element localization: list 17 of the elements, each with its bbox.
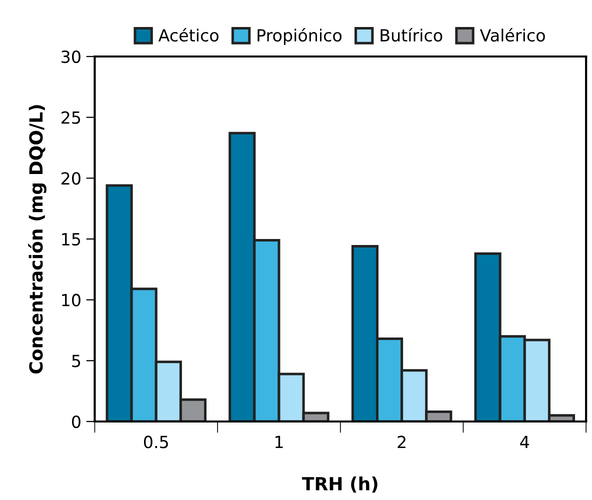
- y-axis-title: Concentración (mg DQO/L): [28, 105, 46, 374]
- legend-label: Propiónico: [258, 28, 342, 45]
- x-axis-title: TRH (h): [302, 476, 378, 493]
- y-tick-label: 15: [62, 233, 80, 246]
- y-tick-label: 20: [62, 172, 80, 185]
- y-tick-label: 5: [72, 354, 80, 368]
- legend-label: Acético: [158, 28, 218, 42]
- legend-label: Butírico: [380, 28, 442, 42]
- x-tick-label: 1: [276, 436, 283, 448]
- y-tick-label: 30: [62, 50, 80, 64]
- x-tick-label: 2: [398, 436, 406, 448]
- y-tick-label: 10: [62, 294, 80, 306]
- x-tick-label: 4: [520, 436, 530, 448]
- y-tick-label: 0: [72, 415, 80, 428]
- x-tick-label: 0.5: [144, 436, 168, 448]
- y-tick-label: 25: [62, 111, 80, 124]
- legend-label: Valérico: [480, 28, 545, 42]
